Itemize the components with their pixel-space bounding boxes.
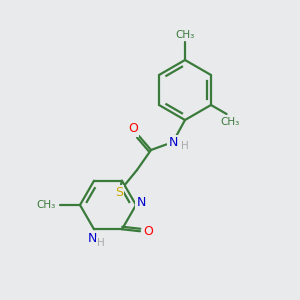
Text: N: N bbox=[168, 136, 178, 148]
Text: H: H bbox=[181, 141, 189, 151]
Text: S: S bbox=[115, 185, 123, 199]
Text: N: N bbox=[136, 196, 146, 209]
Text: CH₃: CH₃ bbox=[36, 200, 56, 210]
Text: CH₃: CH₃ bbox=[176, 30, 195, 40]
Text: N: N bbox=[87, 232, 97, 245]
Text: CH₃: CH₃ bbox=[220, 117, 239, 127]
Text: O: O bbox=[128, 122, 138, 136]
Text: H: H bbox=[97, 238, 105, 248]
Text: O: O bbox=[143, 225, 153, 238]
